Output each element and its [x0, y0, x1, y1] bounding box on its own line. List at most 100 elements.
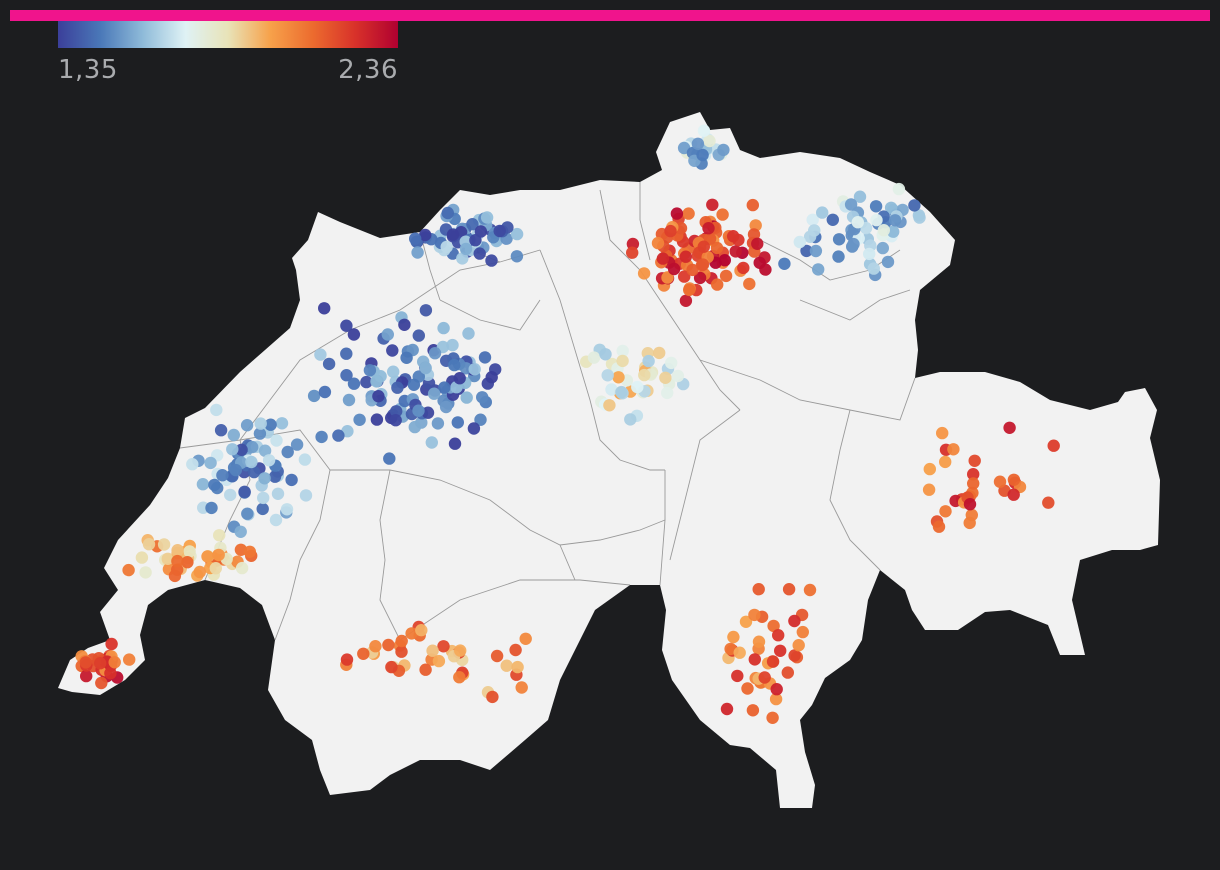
data-point: [816, 206, 829, 219]
data-point: [500, 659, 513, 672]
data-point: [877, 224, 890, 237]
data-point: [224, 488, 237, 502]
data-point: [264, 418, 277, 431]
data-point: [751, 237, 764, 250]
data-point: [412, 404, 425, 417]
data-point: [881, 255, 895, 269]
data-point: [752, 583, 765, 596]
data-point: [1007, 488, 1020, 501]
data-point: [258, 472, 271, 485]
data-point: [638, 368, 651, 382]
data-point: [853, 190, 867, 203]
data-point: [616, 354, 629, 368]
data-point: [268, 470, 282, 483]
data-point: [788, 614, 801, 628]
legend-min-label: 1,35: [58, 55, 118, 85]
data-point: [720, 702, 734, 716]
data-point: [888, 214, 902, 227]
data-point: [391, 381, 404, 394]
data-point: [806, 213, 819, 226]
data-point: [963, 498, 977, 511]
data-point: [478, 351, 492, 364]
data-point: [234, 525, 247, 538]
data-point: [196, 478, 210, 491]
data-point: [686, 263, 699, 277]
data-point: [661, 386, 674, 400]
data-point: [428, 347, 442, 360]
data-point: [440, 240, 453, 254]
data-point: [270, 434, 283, 447]
data-point: [437, 321, 450, 335]
data-point: [453, 671, 466, 684]
data-point: [426, 644, 439, 657]
data-point: [781, 666, 794, 679]
data-point: [229, 463, 242, 477]
data-point: [480, 211, 494, 224]
data-point: [770, 683, 783, 696]
data-point: [867, 262, 880, 275]
data-point: [171, 554, 184, 568]
data-point: [245, 455, 258, 469]
data-point: [241, 507, 254, 520]
legend-max-label: 2,36: [338, 55, 398, 85]
data-point: [485, 371, 498, 384]
data-point: [290, 438, 304, 451]
data-point: [381, 328, 394, 341]
data-point: [812, 263, 825, 276]
data-point: [800, 244, 813, 258]
data-point: [778, 257, 791, 270]
data-point: [315, 430, 328, 444]
data-point: [796, 625, 809, 639]
data-point: [431, 417, 445, 430]
data-point: [599, 348, 612, 361]
data-point: [446, 228, 460, 241]
data-point: [353, 413, 366, 426]
data-point: [697, 240, 710, 253]
data-point: [697, 124, 711, 137]
data-point: [653, 346, 666, 360]
data-point: [939, 455, 952, 469]
data-point: [963, 516, 976, 530]
data-point: [803, 583, 817, 597]
data-point: [408, 420, 421, 434]
data-point: [661, 271, 674, 284]
data-point: [204, 456, 217, 470]
data-point: [616, 344, 629, 358]
data-point: [908, 199, 921, 212]
data-point: [369, 640, 382, 653]
data-point: [793, 235, 806, 249]
data-point: [703, 134, 716, 148]
data-point: [168, 569, 182, 583]
data-point: [347, 377, 361, 390]
data-point: [318, 385, 332, 399]
data-point: [227, 428, 240, 442]
data-points: [75, 124, 1060, 724]
data-point: [631, 380, 644, 394]
data-point: [711, 278, 724, 291]
data-point: [94, 657, 107, 670]
data-point: [412, 329, 425, 342]
data-point: [679, 250, 692, 263]
data-point: [468, 363, 481, 376]
data-point: [1042, 496, 1055, 509]
data-point: [460, 391, 473, 404]
data-point: [437, 640, 450, 653]
data-point: [383, 452, 396, 465]
data-point: [205, 501, 218, 515]
data-point: [651, 236, 665, 250]
data-point: [400, 351, 413, 364]
data-point: [968, 454, 981, 467]
data-point: [932, 520, 946, 533]
data-point: [510, 227, 524, 241]
data-point: [181, 556, 194, 569]
data-point: [142, 538, 156, 551]
data-point: [453, 372, 466, 385]
data-point: [398, 318, 411, 331]
data-point: [696, 258, 710, 271]
data-point: [615, 385, 628, 399]
data-point: [342, 393, 356, 407]
data-point: [947, 443, 960, 456]
data-point: [993, 475, 1007, 488]
data-point: [372, 390, 385, 403]
